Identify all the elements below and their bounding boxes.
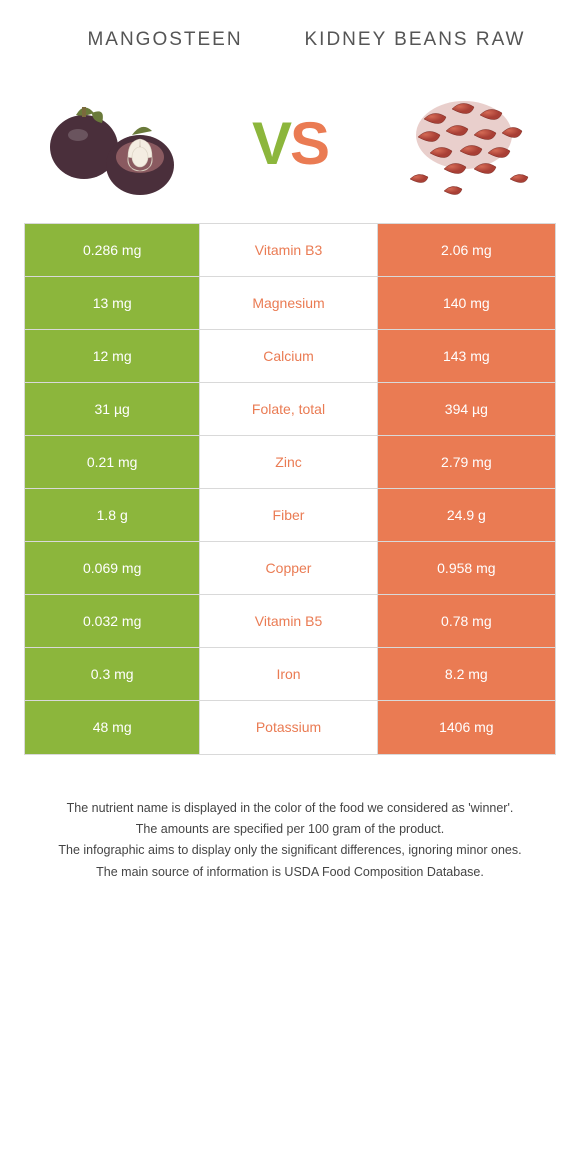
left-food-title: Mangosteen	[40, 28, 290, 53]
left-value: 0.032 mg	[25, 595, 200, 647]
right-value: 2.79 mg	[378, 436, 555, 488]
nutrient-name: Magnesium	[200, 277, 377, 329]
right-value: 2.06 mg	[378, 224, 555, 276]
table-row: 1.8 gFiber24.9 g	[25, 489, 555, 542]
vs-s: S	[290, 110, 328, 177]
left-value: 0.3 mg	[25, 648, 200, 700]
vs-label: VS	[252, 109, 328, 178]
left-value: 12 mg	[25, 330, 200, 382]
left-value: 0.069 mg	[25, 542, 200, 594]
right-value: 8.2 mg	[378, 648, 555, 700]
right-value: 1406 mg	[378, 701, 555, 754]
footnote-line: The main source of information is USDA F…	[40, 863, 540, 882]
right-value: 140 mg	[378, 277, 555, 329]
left-value: 0.21 mg	[25, 436, 200, 488]
footnotes: The nutrient name is displayed in the co…	[40, 799, 540, 883]
table-row: 0.069 mgCopper0.958 mg	[25, 542, 555, 595]
right-value: 143 mg	[378, 330, 555, 382]
nutrient-name: Calcium	[200, 330, 377, 382]
footnote-line: The nutrient name is displayed in the co…	[40, 799, 540, 818]
nutrient-table: 0.286 mgVitamin B32.06 mg13 mgMagnesium1…	[24, 223, 556, 755]
vs-v: V	[252, 110, 290, 177]
table-row: 48 mgPotassium1406 mg	[25, 701, 555, 754]
nutrient-name: Fiber	[200, 489, 377, 541]
table-row: 0.286 mgVitamin B32.06 mg	[25, 224, 555, 277]
right-value: 0.958 mg	[378, 542, 555, 594]
left-value: 13 mg	[25, 277, 200, 329]
kidney-beans-image	[384, 79, 544, 209]
nutrient-name: Vitamin B5	[200, 595, 377, 647]
table-row: 0.032 mgVitamin B50.78 mg	[25, 595, 555, 648]
table-row: 0.3 mgIron8.2 mg	[25, 648, 555, 701]
right-value: 0.78 mg	[378, 595, 555, 647]
table-row: 0.21 mgZinc2.79 mg	[25, 436, 555, 489]
nutrient-name: Zinc	[200, 436, 377, 488]
left-value: 1.8 g	[25, 489, 200, 541]
left-value: 48 mg	[25, 701, 200, 754]
table-row: 12 mgCalcium143 mg	[25, 330, 555, 383]
images-row: VS	[0, 65, 580, 223]
mangosteen-image	[36, 79, 196, 209]
right-value: 24.9 g	[378, 489, 555, 541]
nutrient-name: Iron	[200, 648, 377, 700]
left-value: 31 µg	[25, 383, 200, 435]
nutrient-name: Copper	[200, 542, 377, 594]
table-row: 13 mgMagnesium140 mg	[25, 277, 555, 330]
right-value: 394 µg	[378, 383, 555, 435]
footnote-line: The amounts are specified per 100 gram o…	[40, 820, 540, 839]
table-row: 31 µgFolate, total394 µg	[25, 383, 555, 436]
nutrient-name: Potassium	[200, 701, 377, 754]
nutrient-name: Folate, total	[200, 383, 377, 435]
footnote-line: The infographic aims to display only the…	[40, 841, 540, 860]
right-food-title: Kidney beans raw	[290, 28, 540, 53]
left-value: 0.286 mg	[25, 224, 200, 276]
nutrient-name: Vitamin B3	[200, 224, 377, 276]
header: Mangosteen Kidney beans raw	[0, 0, 580, 65]
